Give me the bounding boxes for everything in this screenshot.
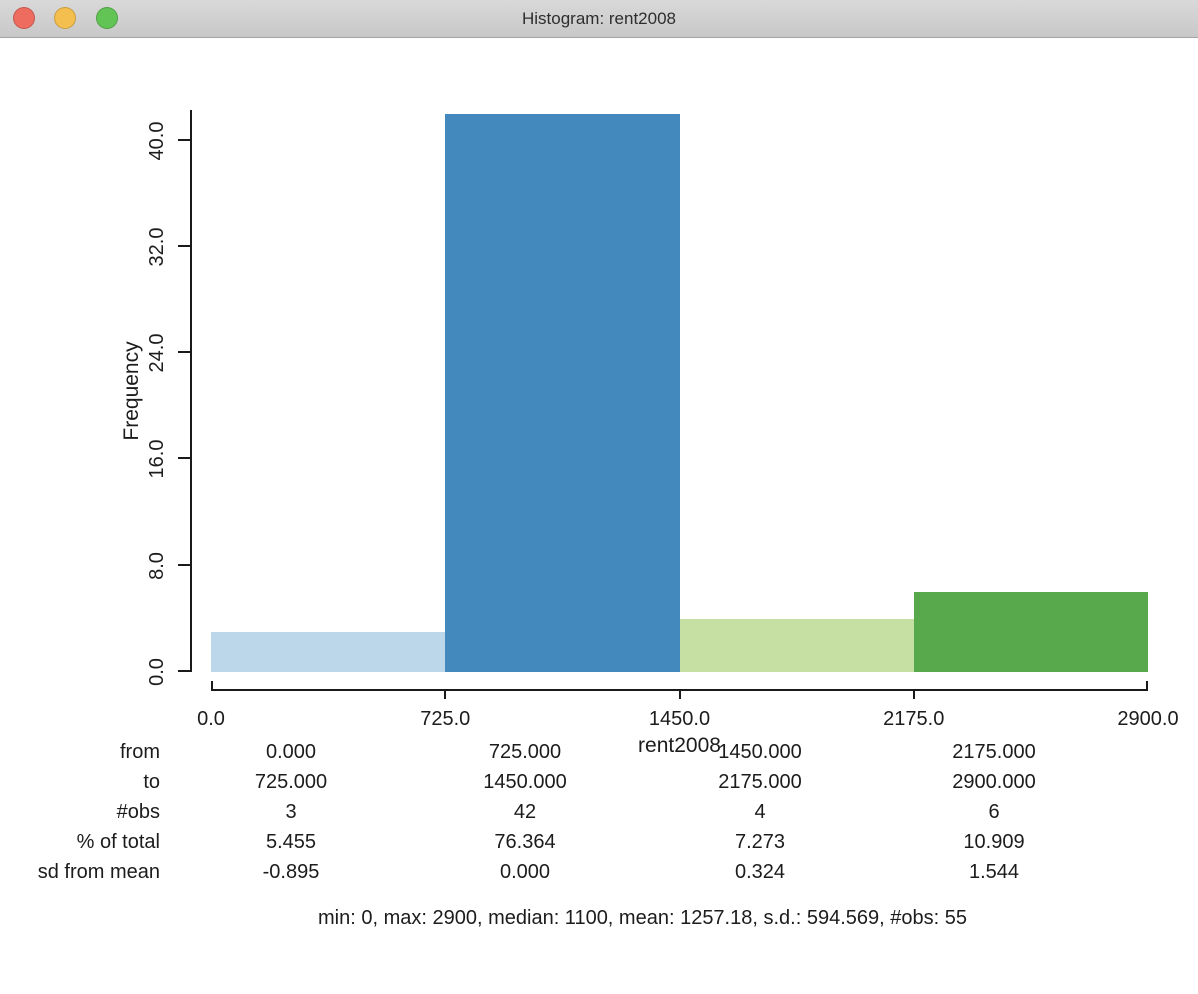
x-tick xyxy=(444,691,447,699)
histogram-bar-3 xyxy=(679,618,914,672)
table-cell: -0.895 xyxy=(262,861,320,883)
y-axis-label: Frequency xyxy=(120,341,143,441)
table-cell: 725.000 xyxy=(488,741,562,763)
y-tick-label: 0.0 xyxy=(146,658,168,686)
minimize-button[interactable] xyxy=(54,7,76,29)
table-row: to 725.000 1450.000 2175.000 2900.000 xyxy=(0,770,1198,794)
y-tick xyxy=(178,457,191,460)
table-cell: 725.000 xyxy=(254,771,328,793)
x-axis-line xyxy=(211,689,1148,691)
row-label: from xyxy=(120,741,160,763)
table-cell: 7.273 xyxy=(734,831,786,853)
table-cell: 1.544 xyxy=(968,861,1020,883)
zoom-button[interactable] xyxy=(96,7,118,29)
y-tick-label: 32.0 xyxy=(146,227,168,267)
table-cell: 5.455 xyxy=(265,831,317,853)
table-cell: 2900.000 xyxy=(952,771,1036,793)
histogram-bar-1 xyxy=(211,632,446,672)
row-label: #obs xyxy=(116,801,160,823)
table-cell: 2175.000 xyxy=(952,741,1036,763)
table-row: #obs 3 42 4 6 xyxy=(0,800,1198,824)
x-tick-label: 725.0 xyxy=(420,708,471,730)
x-tick-label: 2900.0 xyxy=(1117,708,1179,730)
histogram-bar-4 xyxy=(913,592,1148,672)
summary-stats-line: min: 0, max: 2900, median: 1100, mean: 1… xyxy=(318,907,967,929)
table-cell: 10.909 xyxy=(963,831,1025,853)
x-axis-label: rent2008 xyxy=(638,734,721,757)
table-row: sd from mean -0.895 0.000 0.324 1.544 xyxy=(0,860,1198,884)
row-label: % of total xyxy=(76,831,160,853)
table-row: % of total 5.455 76.364 7.273 10.909 xyxy=(0,830,1198,854)
table-cell: 3 xyxy=(285,801,297,823)
row-label: sd from mean xyxy=(37,861,160,883)
y-tick xyxy=(178,138,191,141)
table-cell: 1450.000 xyxy=(718,741,802,763)
table-cell: 42 xyxy=(513,801,537,823)
y-tick xyxy=(178,351,191,354)
x-tick xyxy=(678,691,681,699)
y-axis-line xyxy=(190,110,192,672)
y-tick xyxy=(178,563,191,566)
table-cell: 4 xyxy=(754,801,766,823)
window-titlebar: Histogram: rent2008 xyxy=(0,0,1198,38)
histogram-bar-2 xyxy=(445,113,680,672)
close-button[interactable] xyxy=(13,7,35,29)
table-cell: 1450.000 xyxy=(483,771,567,793)
table-row: from 0.000 725.000 1450.000 2175.000 xyxy=(0,740,1198,764)
y-tick xyxy=(178,244,191,247)
x-tick xyxy=(912,691,915,699)
x-axis-end-tick xyxy=(1146,681,1148,689)
table-cell: 76.364 xyxy=(494,831,556,853)
y-tick xyxy=(178,670,191,672)
y-tick-label: 16.0 xyxy=(146,439,168,479)
table-cell: 0.324 xyxy=(734,861,786,883)
row-label: to xyxy=(143,771,160,793)
table-cell: 2175.000 xyxy=(718,771,802,793)
table-cell: 0.000 xyxy=(265,741,317,763)
window-title: Histogram: rent2008 xyxy=(521,9,677,28)
x-tick-label: 2175.0 xyxy=(883,708,945,730)
table-cell: 0.000 xyxy=(499,861,551,883)
table-cell: 6 xyxy=(988,801,1000,823)
histogram-chart: Frequency rent2008 0.0 8.0 16.0 24.0 32.0 40.… xyxy=(0,37,1198,994)
y-tick-label: 40.0 xyxy=(146,121,168,160)
x-tick-label: 0.0 xyxy=(197,708,225,730)
y-tick-label: 24.0 xyxy=(146,333,168,373)
x-axis-end-tick xyxy=(211,681,213,689)
x-tick-label: 1450.0 xyxy=(648,708,711,730)
y-tick-label: 8.0 xyxy=(146,551,168,580)
